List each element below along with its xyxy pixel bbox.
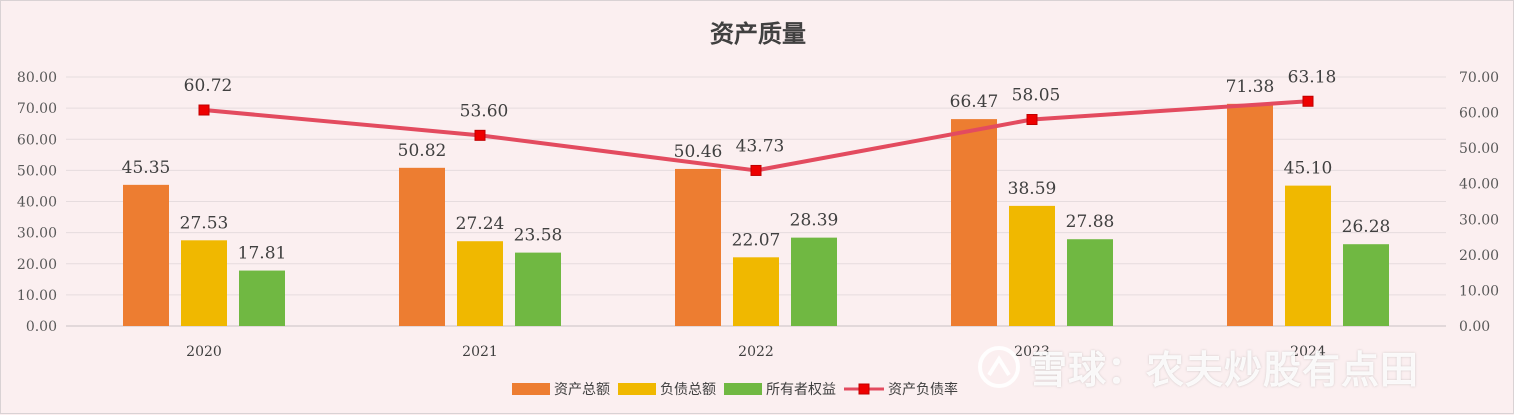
line-data-label: 43.73: [736, 136, 785, 156]
bar-data-label: 38.59: [1008, 179, 1057, 199]
bar-data-label: 50.82: [398, 141, 447, 161]
bar: [399, 167, 445, 326]
bar: [791, 237, 837, 326]
bar-data-label: 27.88: [1066, 212, 1115, 232]
y-left-tick-label: 20.00: [17, 257, 57, 273]
line-data-label: 60.72: [184, 76, 233, 96]
line-data-label: 53.60: [460, 101, 509, 121]
y-right-tick-label: 60.00: [1459, 106, 1499, 122]
bar: [181, 240, 227, 326]
line-marker: [1302, 95, 1314, 107]
line-marker: [1026, 114, 1038, 126]
legend-label: 资产总额: [554, 382, 610, 398]
bar-data-label: 66.47: [950, 92, 999, 112]
y-right-tick-label: 50.00: [1459, 141, 1499, 157]
legend-label: 负债总额: [660, 382, 716, 398]
bar-data-label: 27.53: [180, 213, 229, 233]
line-marker: [198, 104, 210, 116]
y-right-tick-label: 40.00: [1459, 177, 1499, 193]
line-data-label: 58.05: [1012, 86, 1061, 106]
legend-label: 所有者权益: [766, 382, 836, 398]
bar: [951, 119, 997, 326]
bar: [123, 184, 169, 326]
bar: [1067, 239, 1113, 326]
bar: [1227, 103, 1273, 327]
line-marker: [474, 129, 486, 141]
y-right-tick-label: 10.00: [1459, 283, 1499, 299]
bar-data-label: 45.35: [122, 158, 171, 178]
bar: [675, 168, 721, 326]
x-tick-label: 2024: [1290, 344, 1326, 360]
bar: [457, 241, 503, 326]
bar: [733, 257, 779, 326]
chart-title: 资产质量: [710, 19, 806, 48]
x-tick-label: 2022: [738, 344, 774, 360]
y-left-tick-label: 50.00: [17, 163, 57, 179]
y-left-tick-label: 80.00: [17, 70, 57, 86]
legend-swatch: [512, 383, 550, 395]
legend-label: 资产负债率: [888, 381, 958, 398]
snowball-logo-icon: [978, 345, 1020, 388]
y-left-tick-label: 30.00: [17, 226, 57, 242]
bar: [1009, 205, 1055, 326]
y-left-tick-label: 60.00: [17, 132, 57, 148]
bar-data-label: 26.28: [1342, 217, 1391, 237]
bar-data-label: 71.38: [1226, 77, 1275, 97]
x-tick-label: 2020: [186, 344, 222, 360]
y-right-tick-label: 70.00: [1459, 70, 1499, 86]
y-right-tick-label: 0.00: [1459, 319, 1490, 335]
y-right-tick-label: 30.00: [1459, 212, 1499, 228]
y-left-tick-label: 40.00: [17, 195, 57, 211]
bar-data-label: 22.07: [732, 230, 781, 250]
legend-swatch: [618, 383, 656, 395]
bar-data-label: 45.10: [1284, 159, 1333, 179]
bar: [1343, 244, 1389, 326]
x-tick-label: 2021: [462, 344, 498, 360]
bar-data-label: 27.24: [456, 214, 505, 234]
x-tick-label: 2023: [1014, 344, 1050, 360]
bar-data-label: 28.39: [790, 211, 839, 231]
bar: [515, 252, 561, 326]
legend-swatch: [724, 383, 762, 395]
legend-marker: [858, 383, 870, 395]
y-left-tick-label: 70.00: [17, 101, 57, 117]
watermark-text: 雪球：农夫炒股有点田: [1029, 348, 1420, 392]
bar-data-label: 23.58: [514, 226, 563, 246]
bar-data-label: 50.46: [674, 142, 723, 162]
line-data-label: 63.18: [1288, 67, 1337, 87]
bar-data-label: 17.81: [238, 244, 287, 264]
y-left-tick-label: 10.00: [17, 288, 57, 304]
line-marker: [750, 164, 762, 176]
bar: [1285, 185, 1331, 326]
bar: [239, 270, 285, 326]
y-left-tick-label: 0.00: [26, 319, 57, 335]
y-right-tick-label: 20.00: [1459, 248, 1499, 264]
watermark: 雪球：农夫炒股有点田: [977, 339, 1419, 394]
